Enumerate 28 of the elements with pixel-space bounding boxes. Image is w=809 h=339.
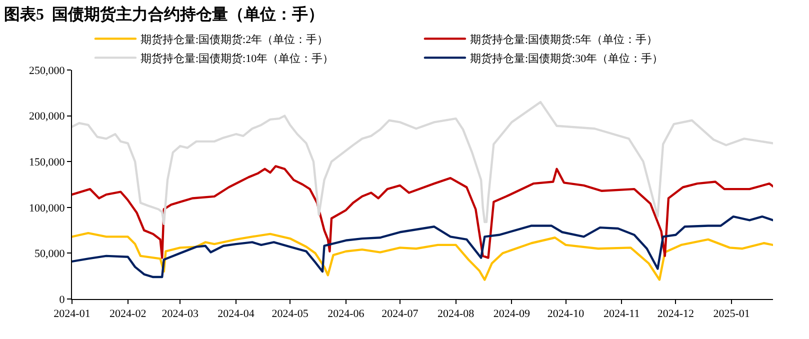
y-tick-label: 150,000 <box>29 156 66 168</box>
chart-title: 图表5 国债期货主力合约持仓量（单位：手） <box>4 4 324 24</box>
x-tick-label: 2024-10 <box>547 308 585 320</box>
x-tick-label: 2024-08 <box>438 308 475 320</box>
legend-label: 期货持仓量:国债期货:2年（单位：手） <box>140 32 328 46</box>
y-tick-label: 200,000 <box>29 110 66 123</box>
legend-label: 期货持仓量:国债期货:10年（单位：手） <box>140 52 334 65</box>
line-series <box>72 232 773 281</box>
x-tick-label: 2024-04 <box>218 308 255 320</box>
line-series <box>72 100 773 225</box>
x-tick-label: 2024-12 <box>657 308 694 320</box>
legend-label: 期货持仓量:国债期货:5年（单位：手） <box>470 32 658 46</box>
x-tick-label: 2025-01 <box>713 308 750 320</box>
x-tick-label: 2024-02 <box>110 308 146 320</box>
y-tick-label: 100,000 <box>29 202 66 214</box>
x-tick-label: 2024-05 <box>272 308 309 320</box>
legend-label: 期货持仓量:国债期货:30年（单位：手） <box>470 52 664 65</box>
y-tick-label: 50,000 <box>34 248 66 260</box>
x-tick-label: 2024-07 <box>382 308 419 320</box>
y-tick-label: 250,000 <box>29 64 66 77</box>
x-tick-label: 2024-03 <box>162 308 199 320</box>
line-series <box>72 215 773 278</box>
line-series <box>72 165 773 259</box>
x-tick-label: 2024-11 <box>603 308 640 320</box>
x-tick-label: 2024-09 <box>493 308 531 320</box>
x-tick-label: 2024-06 <box>328 308 365 320</box>
y-tick-label: 0 <box>59 294 66 306</box>
x-tick-label: 2024-01 <box>54 308 90 320</box>
